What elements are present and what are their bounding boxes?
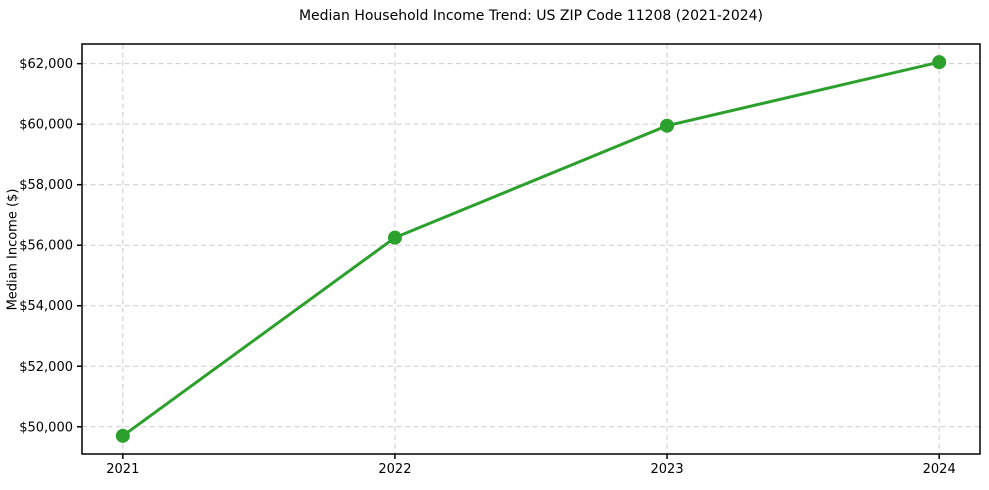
x-tick-label: 2021 xyxy=(106,462,139,477)
trend-line xyxy=(121,60,941,438)
y-tick-label: $54,000 xyxy=(19,299,73,314)
y-tick-label: $60,000 xyxy=(19,118,73,133)
data-point[interactable] xyxy=(932,55,947,70)
y-tick-label: $62,000 xyxy=(19,57,73,72)
data-point[interactable] xyxy=(660,118,675,133)
chart-title: Median Household Income Trend: US ZIP Co… xyxy=(298,8,764,24)
y-tick-label: $52,000 xyxy=(19,360,73,375)
data-point[interactable] xyxy=(387,230,402,245)
y-tick-label: $58,000 xyxy=(19,178,73,193)
y-tick-label: $50,000 xyxy=(19,420,73,435)
y-tick-label: $56,000 xyxy=(19,239,73,254)
x-tick-label: 2022 xyxy=(378,462,411,477)
x-tick-label: 2023 xyxy=(651,462,684,477)
axes-spines xyxy=(81,43,981,455)
x-tick-label: 2024 xyxy=(923,462,956,477)
data-point[interactable] xyxy=(115,428,130,443)
